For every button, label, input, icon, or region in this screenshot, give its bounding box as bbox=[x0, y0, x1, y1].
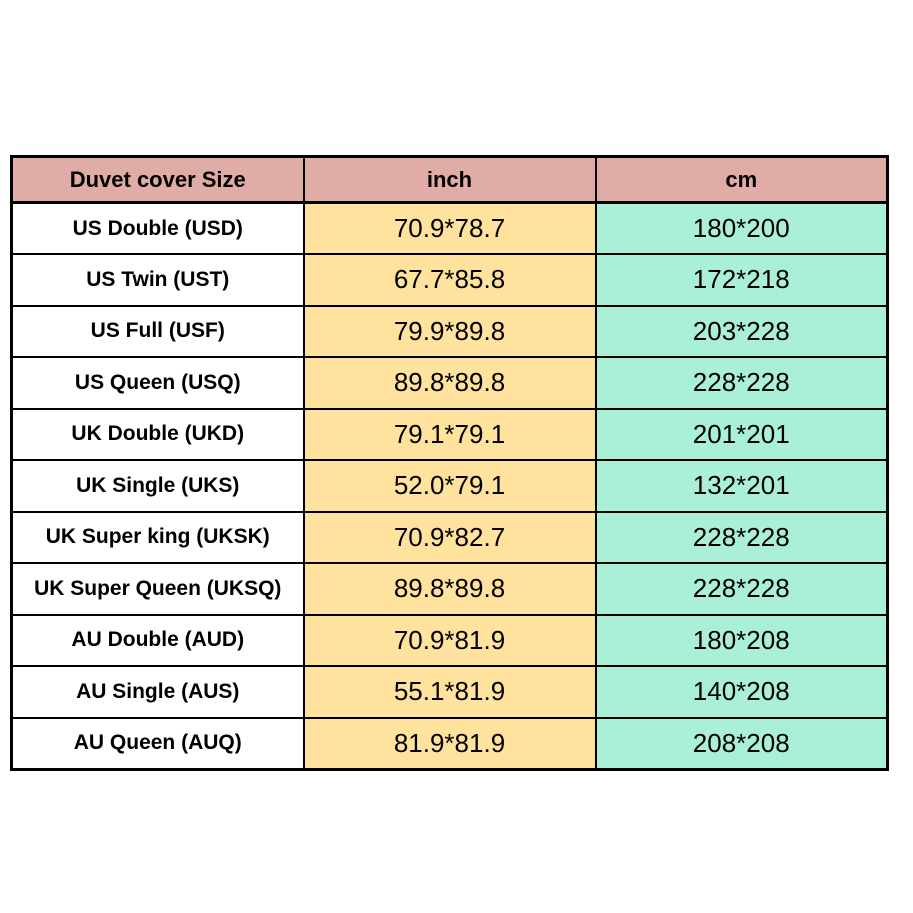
size-cell: UK Double (UKD) bbox=[10, 407, 305, 461]
cm-cell: 140*208 bbox=[594, 665, 889, 719]
column-header-cm: cm bbox=[594, 155, 889, 204]
cm-cell: 228*228 bbox=[594, 510, 889, 564]
cm-cell: 228*228 bbox=[594, 562, 889, 616]
size-cell: US Twin (UST) bbox=[10, 253, 305, 307]
size-cell: UK Single (UKS) bbox=[10, 459, 305, 513]
duvet-size-table: Duvet cover Size inch cm US Double (USD)… bbox=[10, 155, 889, 771]
table-row: US Double (USD) 70.9*78.7 180*200 bbox=[10, 201, 889, 255]
inch-cell: 79.9*89.8 bbox=[302, 304, 597, 358]
table-row: UK Single (UKS) 52.0*79.1 132*201 bbox=[10, 459, 889, 513]
inch-cell: 70.9*81.9 bbox=[302, 613, 597, 667]
column-header-inch: inch bbox=[302, 155, 597, 204]
table-row: AU Queen (AUQ) 81.9*81.9 208*208 bbox=[10, 716, 889, 770]
table-row: UK Double (UKD) 79.1*79.1 201*201 bbox=[10, 407, 889, 461]
table-body: US Double (USD) 70.9*78.7 180*200 US Twi… bbox=[10, 201, 889, 770]
table-row: US Queen (USQ) 89.8*89.8 228*228 bbox=[10, 356, 889, 410]
table-row: US Full (USF) 79.9*89.8 203*228 bbox=[10, 304, 889, 358]
size-cell: AU Double (AUD) bbox=[10, 613, 305, 667]
cm-cell: 201*201 bbox=[594, 407, 889, 461]
cm-cell: 228*228 bbox=[594, 356, 889, 410]
size-cell: UK Super Queen (UKSQ) bbox=[10, 562, 305, 616]
cm-cell: 180*200 bbox=[594, 201, 889, 255]
inch-cell: 79.1*79.1 bbox=[302, 407, 597, 461]
size-cell: AU Queen (AUQ) bbox=[10, 716, 305, 770]
table-row: AU Single (AUS) 55.1*81.9 140*208 bbox=[10, 665, 889, 719]
table-header: Duvet cover Size inch cm bbox=[10, 155, 889, 204]
size-cell: US Double (USD) bbox=[10, 201, 305, 255]
cm-cell: 180*208 bbox=[594, 613, 889, 667]
inch-cell: 52.0*79.1 bbox=[302, 459, 597, 513]
table-row: AU Double (AUD) 70.9*81.9 180*208 bbox=[10, 613, 889, 667]
header-row: Duvet cover Size inch cm bbox=[10, 155, 889, 204]
inch-cell: 67.7*85.8 bbox=[302, 253, 597, 307]
cm-cell: 203*228 bbox=[594, 304, 889, 358]
inch-cell: 89.8*89.8 bbox=[302, 562, 597, 616]
inch-cell: 70.9*82.7 bbox=[302, 510, 597, 564]
cm-cell: 172*218 bbox=[594, 253, 889, 307]
size-cell: UK Super king (UKSK) bbox=[10, 510, 305, 564]
size-cell: US Full (USF) bbox=[10, 304, 305, 358]
cm-cell: 132*201 bbox=[594, 459, 889, 513]
size-cell: US Queen (USQ) bbox=[10, 356, 305, 410]
size-cell: AU Single (AUS) bbox=[10, 665, 305, 719]
inch-cell: 89.8*89.8 bbox=[302, 356, 597, 410]
inch-cell: 81.9*81.9 bbox=[302, 716, 597, 770]
table-row: UK Super king (UKSK) 70.9*82.7 228*228 bbox=[10, 510, 889, 564]
table-row: UK Super Queen (UKSQ) 89.8*89.8 228*228 bbox=[10, 562, 889, 616]
column-header-size: Duvet cover Size bbox=[10, 155, 305, 204]
table-row: US Twin (UST) 67.7*85.8 172*218 bbox=[10, 253, 889, 307]
cm-cell: 208*208 bbox=[594, 716, 889, 770]
inch-cell: 55.1*81.9 bbox=[302, 665, 597, 719]
inch-cell: 70.9*78.7 bbox=[302, 201, 597, 255]
